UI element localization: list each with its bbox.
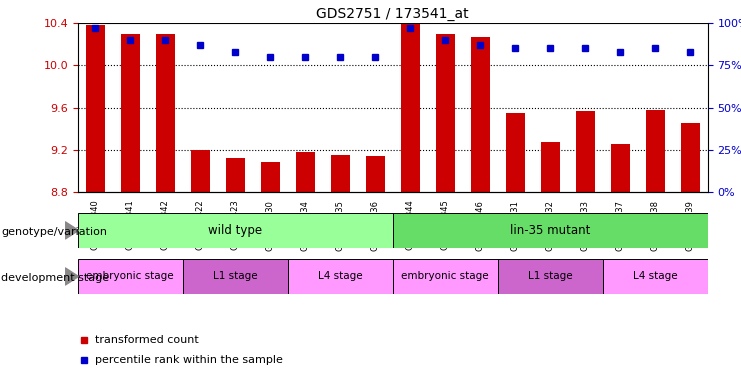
- Bar: [680, 123, 700, 192]
- Text: percentile rank within the sample: percentile rank within the sample: [95, 355, 283, 365]
- Bar: [78, 259, 183, 294]
- Text: embryonic stage: embryonic stage: [87, 271, 174, 281]
- Text: transformed count: transformed count: [95, 335, 199, 345]
- Bar: [505, 113, 525, 192]
- Bar: [86, 25, 105, 192]
- Title: GDS2751 / 173541_at: GDS2751 / 173541_at: [316, 7, 469, 21]
- Polygon shape: [65, 268, 79, 285]
- Bar: [156, 34, 175, 192]
- Bar: [330, 155, 350, 192]
- Text: lin-35 mutant: lin-35 mutant: [510, 224, 591, 237]
- Text: L4 stage: L4 stage: [633, 271, 677, 281]
- Text: genotype/variation: genotype/variation: [1, 227, 107, 237]
- Text: L4 stage: L4 stage: [318, 271, 362, 281]
- Bar: [436, 34, 455, 192]
- Text: embryonic stage: embryonic stage: [402, 271, 489, 281]
- Bar: [602, 259, 708, 294]
- Bar: [121, 34, 140, 192]
- Bar: [261, 162, 280, 192]
- Text: L1 stage: L1 stage: [528, 271, 573, 281]
- Text: L1 stage: L1 stage: [213, 271, 258, 281]
- Text: wild type: wild type: [208, 224, 262, 237]
- Bar: [190, 150, 210, 192]
- Bar: [365, 156, 385, 192]
- Bar: [393, 259, 498, 294]
- Bar: [78, 213, 393, 248]
- Bar: [288, 259, 393, 294]
- Text: development stage: development stage: [1, 273, 110, 283]
- Bar: [541, 142, 559, 192]
- Bar: [393, 213, 708, 248]
- Bar: [226, 158, 245, 192]
- Bar: [401, 24, 420, 192]
- Bar: [296, 152, 315, 192]
- Bar: [611, 144, 630, 192]
- Bar: [576, 111, 595, 192]
- Bar: [471, 37, 490, 192]
- Bar: [183, 259, 288, 294]
- Bar: [498, 259, 602, 294]
- Bar: [645, 110, 665, 192]
- Polygon shape: [65, 222, 79, 239]
